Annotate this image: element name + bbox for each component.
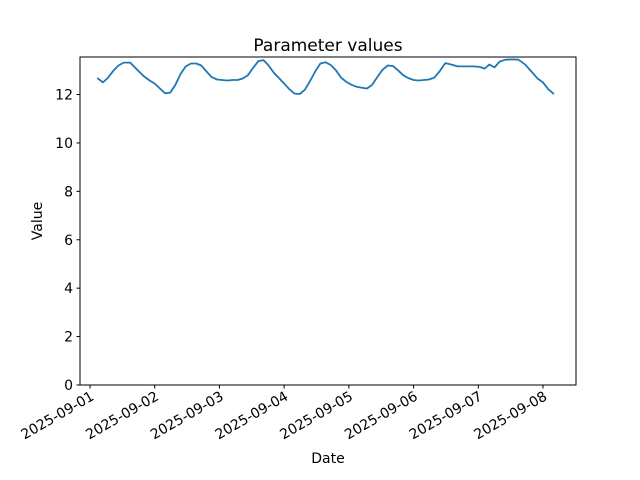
- y-axis-ticks: 0 2 4 6 8 10 12: [55, 88, 80, 394]
- x-axis-ticks: 2025-09-012025-09-022025-09-032025-09-04…: [19, 385, 550, 443]
- plot-border: [79, 56, 577, 386]
- x-tick-label: 2025-09-08: [472, 389, 550, 444]
- x-tick-label: 2025-09-02: [83, 389, 161, 444]
- x-tick-label: 2025-09-01: [19, 389, 97, 444]
- y-tick-label: 4: [64, 281, 73, 297]
- y-tick-label: 2: [64, 330, 73, 346]
- y-tick-label: 6: [64, 233, 73, 249]
- x-tick-label: 2025-09-05: [277, 389, 355, 444]
- chart-title: Parameter values: [253, 36, 402, 56]
- y-tick-label: 8: [64, 184, 73, 200]
- x-axis-label: Date: [311, 451, 344, 467]
- y-axis-label: Value: [30, 202, 46, 240]
- y-tick-label: 10: [55, 136, 73, 152]
- y-tick-label: 12: [55, 88, 73, 104]
- x-tick-label: 2025-09-06: [342, 389, 421, 444]
- x-tick-label: 2025-09-07: [407, 389, 485, 444]
- series-line: [96, 58, 555, 95]
- x-tick-label: 2025-09-03: [148, 389, 226, 444]
- x-tick-label: 2025-09-04: [213, 389, 292, 444]
- y-tick-label: 0: [64, 378, 73, 394]
